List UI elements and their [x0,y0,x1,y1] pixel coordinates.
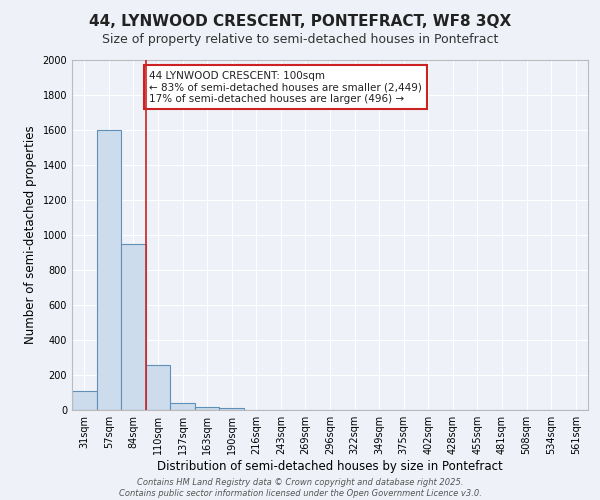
Y-axis label: Number of semi-detached properties: Number of semi-detached properties [24,126,37,344]
Bar [220,408,244,410]
X-axis label: Distribution of semi-detached houses by size in Pontefract: Distribution of semi-detached houses by … [157,460,503,473]
Bar [97,130,121,410]
Bar [146,364,170,410]
Bar [121,244,146,410]
Text: 44, LYNWOOD CRESCENT, PONTEFRACT, WF8 3QX: 44, LYNWOOD CRESCENT, PONTEFRACT, WF8 3Q… [89,14,511,29]
Text: Size of property relative to semi-detached houses in Pontefract: Size of property relative to semi-detach… [102,32,498,46]
Text: 44 LYNWOOD CRESCENT: 100sqm
← 83% of semi-detached houses are smaller (2,449)
17: 44 LYNWOOD CRESCENT: 100sqm ← 83% of sem… [149,70,422,104]
Bar [170,403,195,410]
Bar [72,391,97,410]
Bar [195,406,220,410]
Text: Contains HM Land Registry data © Crown copyright and database right 2025.
Contai: Contains HM Land Registry data © Crown c… [119,478,481,498]
